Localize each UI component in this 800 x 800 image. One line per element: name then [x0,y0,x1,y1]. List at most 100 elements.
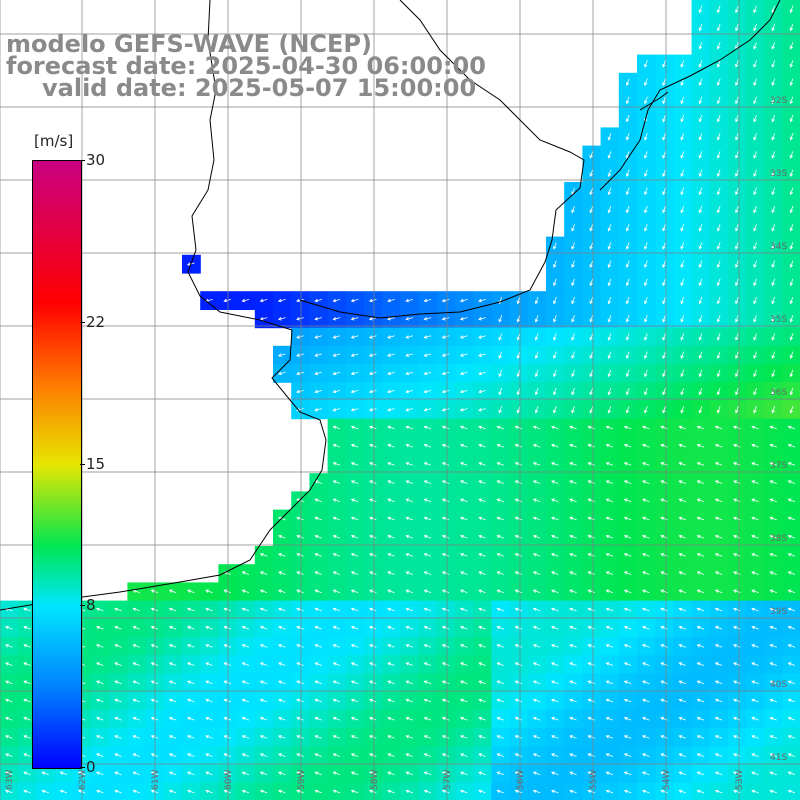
wind-arrow [735,406,739,414]
wind-arrow [277,353,286,357]
wind-arrow [132,771,140,776]
wind-arrow [678,425,686,430]
wind-cell [254,782,274,800]
wind-arrow [332,680,341,685]
wind-arrow [789,78,794,86]
wind-arrow [314,607,322,612]
wind-arrow [223,589,231,594]
wind-arrow [332,753,341,757]
wind-arrow [498,351,503,359]
wind-arrow [314,644,322,648]
wind-arrow [369,480,377,484]
wind-arrow [460,498,468,503]
wind-arrow [314,534,322,539]
wind-cell [673,782,693,800]
lon-label: 58W [370,770,380,790]
wind-arrow [441,317,450,321]
wind-arrow [405,789,413,794]
wind-arrow [368,298,377,303]
wind-arrow [168,662,177,666]
wind-arrow [623,644,632,648]
wind-arrow [478,425,486,430]
wind-cell [509,782,529,800]
wind-arrow [605,443,614,448]
wind-arrow [296,771,304,776]
wind-arrow [405,335,414,339]
wind-arrow [716,242,721,250]
wind-arrow [623,716,632,721]
wind-arrow [751,443,759,448]
wind-arrow [314,389,323,394]
wind-arrow [769,443,777,448]
wind-arrow [660,516,668,521]
wind-arrow [605,771,614,776]
wind-arrow [278,644,286,648]
wind-arrow [751,698,759,703]
wind-arrow [587,589,595,594]
wind-arrow [789,260,794,268]
wind-arrow [460,516,468,521]
wind-arrow [314,516,322,521]
wind-arrow [296,789,304,794]
wind-arrow [241,789,250,794]
wind-arrow [96,680,104,685]
colorbar-tick-label: 22 [86,312,106,331]
wind-cell [127,782,147,800]
wind-arrow [551,516,559,521]
wind-arrow [716,60,721,68]
wind-arrow [678,644,686,648]
wind-arrow [735,133,739,141]
wind-arrow [423,498,432,503]
wind-arrow [680,169,685,177]
wind-cell [0,782,19,800]
wind-arrow [23,753,31,757]
wind-arrow [387,443,395,448]
wind-arrow [787,735,796,739]
wind-arrow [771,5,776,14]
wind-arrow [532,571,541,575]
wind-cell [637,782,656,800]
wind-arrow [551,698,559,703]
wind-arrow [642,789,650,794]
wind-arrow [460,480,468,484]
wind-arrow [187,753,195,757]
title-valid-date: valid date: 2025-05-07 15:00:00 [42,74,477,102]
wind-arrow [114,716,122,721]
wind-arrow [350,443,359,448]
wind-cell [782,600,800,620]
wind-arrow [369,771,377,776]
wind-arrow [532,516,541,521]
wind-cell [54,782,74,800]
wind-arrow [660,480,668,484]
wind-arrow [350,625,359,630]
wind-arrow [751,462,759,466]
wind-arrow [332,662,341,666]
wind-arrow [514,553,523,557]
wind-arrow [296,335,304,339]
wind-arrow [387,317,395,321]
wind-arrow [460,443,468,448]
wind-arrow [205,753,213,757]
wind-arrow [478,335,486,339]
wind-arrow [569,680,577,685]
wind-arrow [787,771,796,776]
wind-arrow [441,516,450,521]
wind-cell [782,655,800,674]
wind-arrow [278,662,286,666]
wind-arrow [516,406,521,414]
wind-arrow [205,625,213,630]
wind-arrow [716,224,721,232]
wind-cell [618,782,638,800]
wind-arrow [605,625,614,630]
wind-arrow [735,5,739,14]
wind-arrow [787,571,796,575]
wind-arrow [662,260,666,268]
wind-arrow [698,187,703,196]
wind-arrow [605,498,614,503]
wind-arrow [714,680,723,685]
wind-arrow [551,462,559,466]
wind-arrow [441,498,450,503]
wind-arrow [771,315,776,323]
wind-arrow [296,698,304,703]
wind-arrow [553,406,557,414]
